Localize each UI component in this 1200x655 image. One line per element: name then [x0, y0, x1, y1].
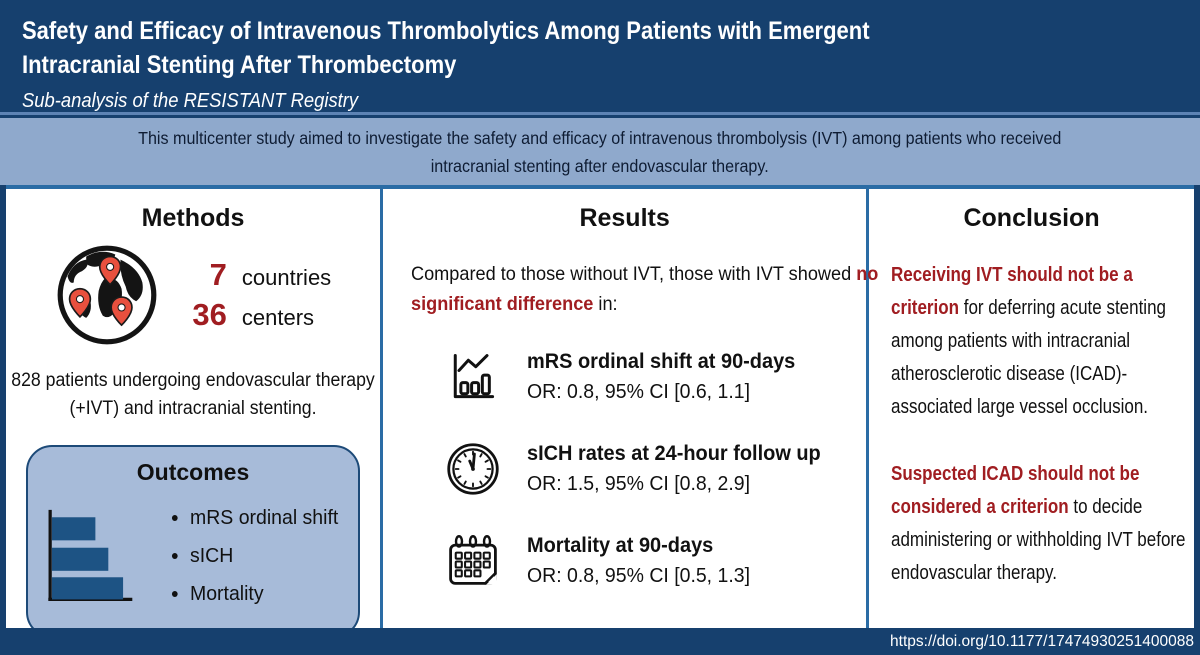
outcomes-box: Outcomes mRS ordinal shift sICH Mortalit…: [26, 445, 361, 638]
content-panels: Methods: [6, 185, 1194, 638]
conclusion-title: Conclusion: [963, 204, 1100, 232]
study-aim-band: This multicenter study aimed to investig…: [0, 118, 1200, 185]
result-texts: Mortality at 90-days OR: 0.8, 95% CI [0.…: [527, 531, 750, 591]
study-aim-line-2: intracranial stenting after endovascular…: [430, 155, 769, 176]
result-texts: sICH rates at 24-hour follow up OR: 1.5,…: [527, 439, 821, 499]
map-pin-icon: [110, 296, 133, 327]
outcomes-row: mRS ordinal shift sICH Mortality: [40, 492, 346, 620]
countries-label: countries: [241, 265, 332, 290]
result-item-sich: sICH rates at 24-hour follow up OR: 1.5,…: [445, 439, 866, 499]
map-pin-icon: [98, 255, 122, 286]
globe-icon: [57, 245, 157, 345]
study-aim-line-1: This multicenter study aimed to investig…: [138, 127, 1062, 148]
conclusion-paragraph-2: Suspected ICAD should not be considered …: [891, 458, 1192, 590]
conclusion-body: Receiving IVT should not be a criterion …: [891, 259, 1194, 590]
result-texts: mRS ordinal shift at 90-days OR: 0.8, 95…: [527, 347, 795, 407]
header: Safety and Efficacy of Intravenous Throm…: [0, 0, 1200, 115]
countries-count: 7: [209, 257, 227, 292]
trend-bar-chart-icon: [453, 354, 495, 399]
result-item-title: Mortality at 90-days: [527, 534, 714, 557]
results-intro-highlight: no significant difference: [411, 263, 879, 315]
outcome-item: Mortality: [190, 582, 338, 606]
clock-icon: [447, 443, 499, 495]
outcome-item: mRS ordinal shift: [190, 506, 338, 530]
result-items: mRS ordinal shift at 90-days OR: 0.8, 95…: [383, 347, 866, 591]
panel-divider: [866, 189, 870, 628]
panel-divider: [380, 189, 384, 628]
results-intro: Compared to those without IVT, those wit…: [411, 259, 896, 319]
stat-countries: 7 countries: [179, 257, 332, 293]
result-item-mrs: mRS ordinal shift at 90-days OR: 0.8, 95…: [445, 347, 866, 407]
result-item-stat: OR: 0.8, 95% CI [0.5, 1.3]: [527, 564, 751, 587]
results-intro-normal: Compared to those without IVT, those wit…: [411, 263, 857, 285]
conclusion-paragraph-1: Receiving IVT should not be a criterion …: [891, 259, 1192, 424]
result-item-title: sICH rates at 24-hour follow up: [527, 442, 821, 465]
page-title-line-1: Safety and Efficacy of Intravenous Throm…: [22, 17, 870, 45]
conclusion-highlight-1: Receiving IVT should not be a criterion: [891, 264, 1133, 319]
methods-panel: Methods: [6, 189, 380, 638]
conclusion-highlight-2: Suspected ICAD should not be considered …: [891, 463, 1140, 518]
study-stats: 7 countries 36 centers: [179, 257, 331, 333]
map-pin-icon: [68, 287, 92, 318]
outcome-item: sICH: [190, 544, 338, 568]
result-item-mortality: Mortality at 90-days OR: 0.8, 95% CI [0.…: [445, 531, 866, 591]
methods-description: 828 patients undergoing endovascular the…: [11, 370, 375, 419]
methods-title: Methods: [141, 204, 245, 232]
conclusion-text-2: to decide administering or withholding I…: [891, 496, 1186, 584]
horizontal-bar-chart-icon: [48, 509, 133, 601]
conclusion-text-1: for deferring acute stenting among patie…: [891, 297, 1167, 418]
result-item-title: mRS ordinal shift at 90-days: [527, 350, 796, 373]
page-subtitle: Sub-analysis of the RESISTANT Registry: [22, 90, 359, 112]
stat-centers: 36 centers: [179, 297, 331, 333]
centers-count: 36: [192, 297, 227, 332]
footer-bar: https://doi.org/10.1177/1747493025140008…: [0, 628, 1200, 655]
outcomes-list: mRS ordinal shift sICH Mortality: [166, 492, 346, 620]
centers-label: centers: [241, 305, 315, 330]
result-item-stat: OR: 1.5, 95% CI [0.8, 2.9]: [527, 472, 751, 495]
conclusion-panel: Conclusion Receiving IVT should not be a…: [869, 189, 1194, 628]
calendar-icon: [449, 535, 497, 585]
doi-link[interactable]: https://doi.org/10.1177/1747493025140008…: [890, 632, 1194, 650]
page-title-line-2: Intracranial Stenting After Thrombectomy: [22, 51, 457, 79]
globe-stats-row: 7 countries 36 centers: [6, 243, 380, 347]
results-intro-suffix: in:: [593, 293, 618, 315]
result-item-stat: OR: 0.8, 95% CI [0.6, 1.1]: [527, 380, 751, 403]
results-panel: Results Compared to those without IVT, t…: [383, 189, 878, 628]
title-block: Safety and Efficacy of Intravenous Throm…: [22, 14, 985, 113]
results-title: Results: [579, 204, 670, 232]
outcomes-title: Outcomes: [136, 459, 250, 485]
